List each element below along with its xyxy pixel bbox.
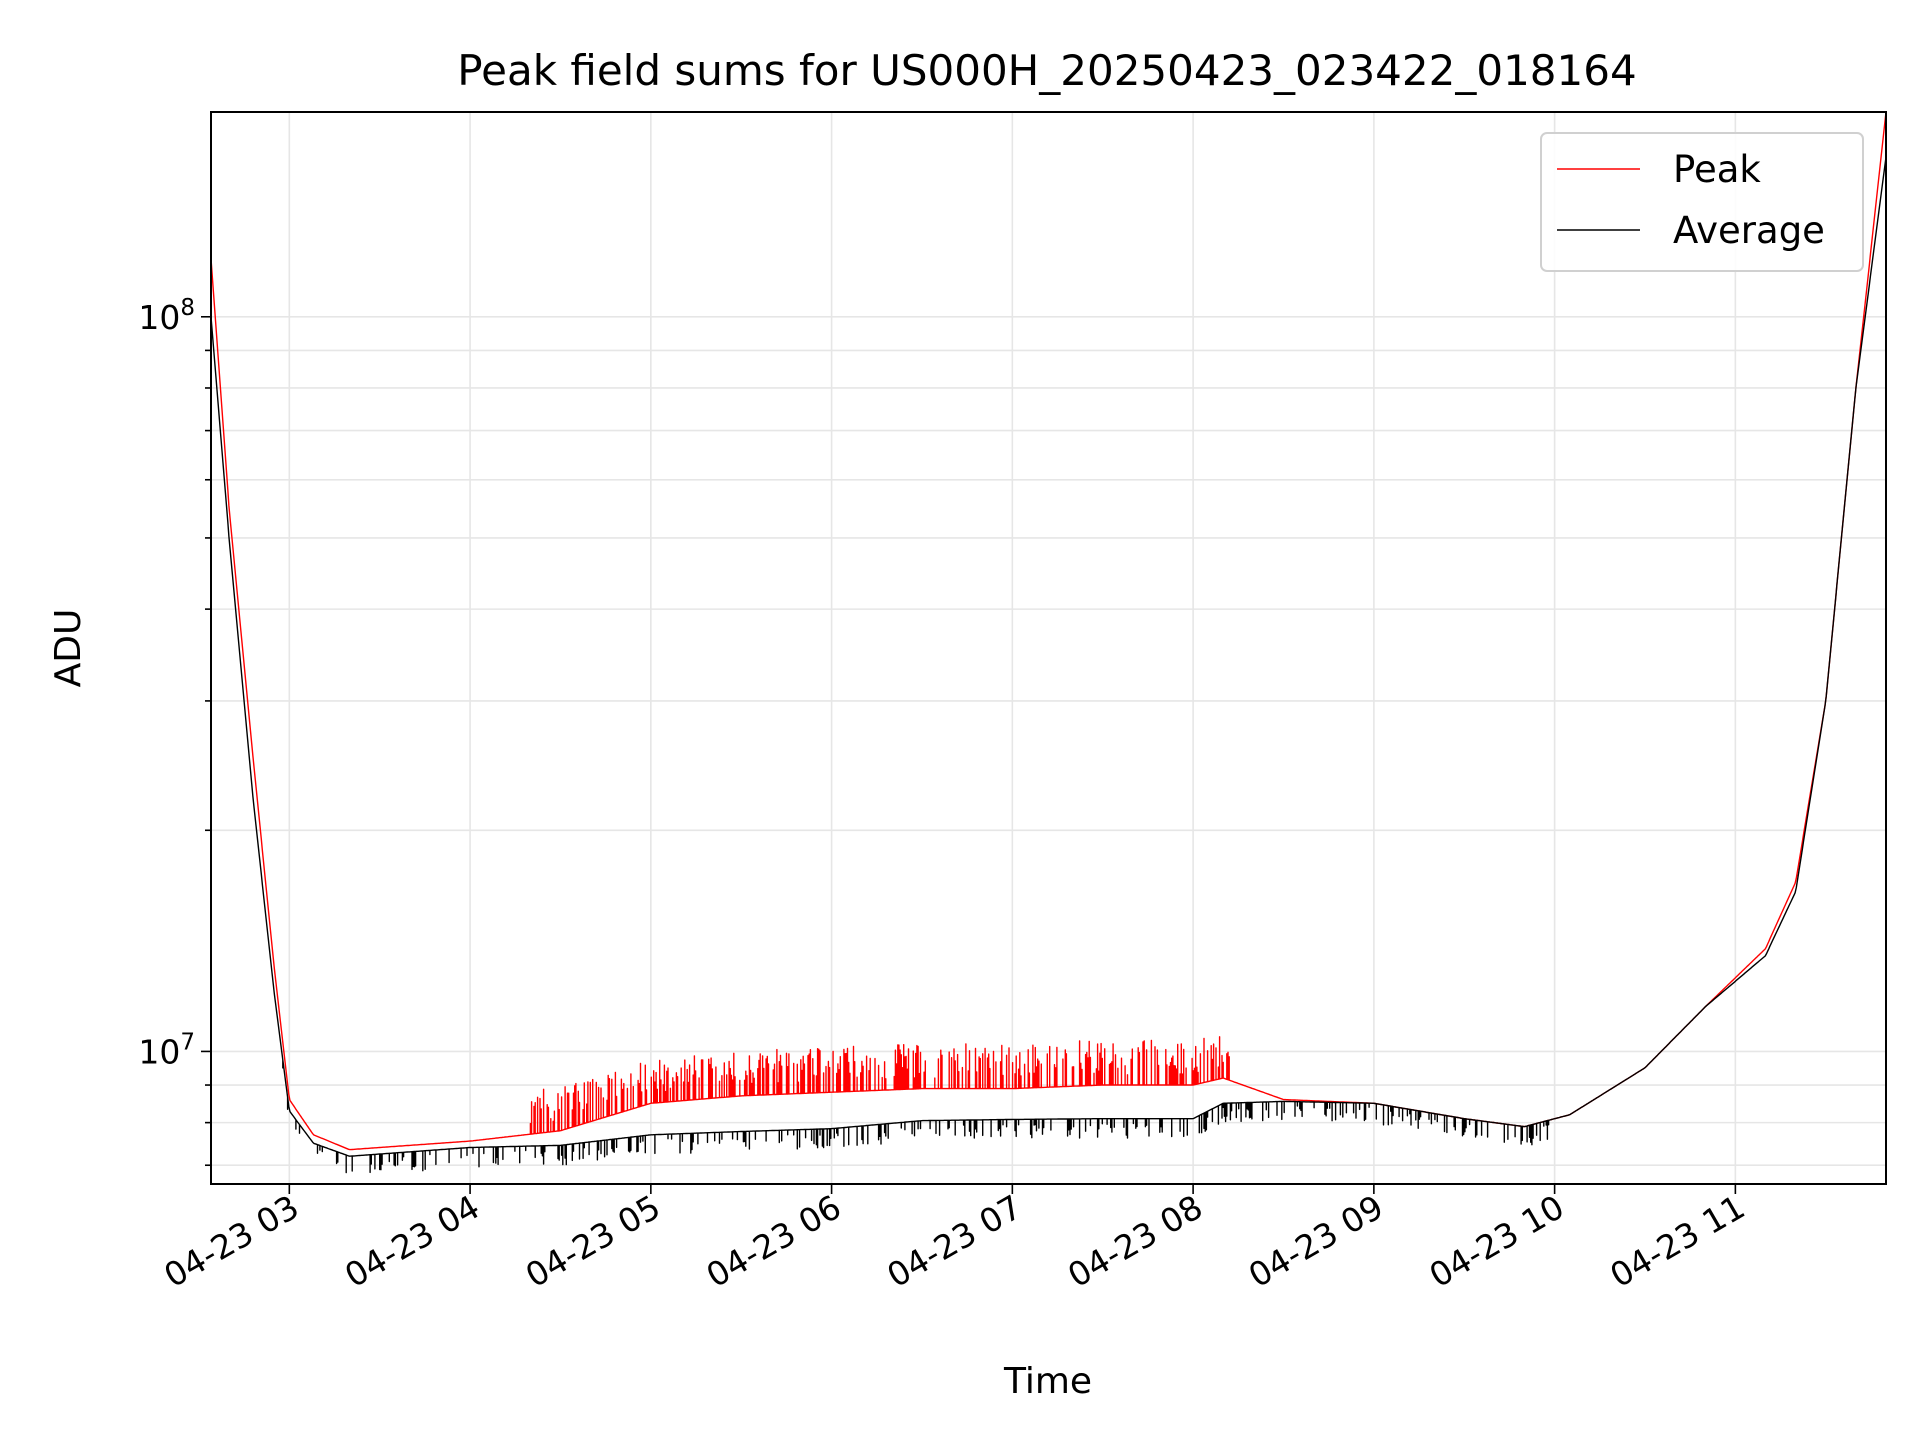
- grid: [211, 112, 1886, 1184]
- series-line-average: [210, 156, 1887, 1174]
- legend-box: [1540, 132, 1864, 272]
- chart-title: Peak field sums for US000H_20250423_0234…: [457, 46, 1636, 95]
- legend-label-peak: Peak: [1673, 148, 1761, 191]
- x-axis-label: Time: [1003, 1361, 1092, 1402]
- y-axis-label: ADU: [48, 609, 89, 688]
- legend-label-average: Average: [1673, 209, 1825, 252]
- plot-frame: [210, 111, 1887, 1185]
- y-tick-label: 108: [138, 295, 195, 337]
- y-tick-label: 107: [138, 1029, 195, 1071]
- plot-series: [210, 111, 1887, 1174]
- legend: Peak Average: [1540, 132, 1864, 272]
